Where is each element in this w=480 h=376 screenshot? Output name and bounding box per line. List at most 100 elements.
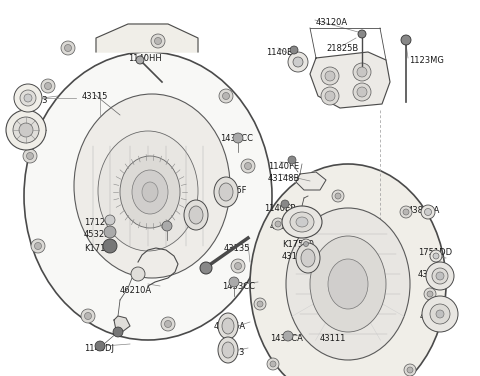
Circle shape: [427, 291, 433, 297]
Ellipse shape: [219, 183, 233, 201]
Text: 1140DJ: 1140DJ: [84, 344, 114, 353]
Circle shape: [301, 239, 311, 249]
Circle shape: [436, 272, 444, 280]
Text: 43135: 43135: [224, 244, 251, 253]
Circle shape: [325, 91, 335, 101]
Ellipse shape: [250, 164, 446, 376]
Text: 43119: 43119: [420, 312, 446, 321]
Circle shape: [103, 239, 117, 253]
Circle shape: [161, 317, 175, 331]
Text: 43135A: 43135A: [176, 208, 208, 217]
Circle shape: [136, 56, 144, 64]
Ellipse shape: [120, 156, 180, 228]
Circle shape: [231, 259, 245, 273]
Circle shape: [233, 133, 243, 143]
Text: 45323B: 45323B: [84, 230, 116, 239]
Text: 1123MG: 1123MG: [409, 56, 444, 65]
Circle shape: [400, 206, 412, 218]
Text: 43121: 43121: [418, 270, 444, 279]
Circle shape: [335, 193, 341, 199]
Circle shape: [113, 327, 123, 337]
Ellipse shape: [286, 208, 410, 360]
Circle shape: [61, 41, 75, 55]
Text: 1433CG: 1433CG: [148, 224, 181, 233]
Circle shape: [421, 205, 435, 219]
Ellipse shape: [301, 249, 315, 267]
Circle shape: [321, 67, 339, 85]
Circle shape: [275, 221, 281, 227]
Text: 45235A: 45235A: [214, 322, 246, 331]
Circle shape: [105, 215, 115, 225]
Circle shape: [104, 226, 116, 238]
Ellipse shape: [222, 342, 234, 358]
Circle shape: [35, 243, 41, 250]
Text: 43134A: 43134A: [6, 128, 38, 137]
Text: 43115: 43115: [82, 92, 108, 101]
Ellipse shape: [296, 243, 320, 273]
Circle shape: [162, 221, 172, 231]
Circle shape: [244, 162, 252, 170]
Circle shape: [433, 253, 439, 259]
Circle shape: [424, 288, 436, 300]
Text: 43136F: 43136F: [216, 186, 248, 195]
Circle shape: [241, 159, 255, 173]
Circle shape: [6, 110, 46, 150]
Ellipse shape: [24, 52, 272, 340]
Circle shape: [293, 57, 303, 67]
Circle shape: [272, 218, 284, 230]
Text: 1433CC: 1433CC: [220, 134, 253, 143]
Ellipse shape: [98, 131, 198, 251]
Ellipse shape: [189, 206, 203, 224]
Circle shape: [407, 367, 413, 373]
Text: 46210A: 46210A: [120, 286, 152, 295]
Circle shape: [426, 262, 454, 290]
Circle shape: [229, 277, 239, 287]
Circle shape: [432, 268, 448, 284]
Circle shape: [321, 87, 339, 105]
Circle shape: [235, 262, 241, 270]
Circle shape: [84, 312, 92, 320]
Circle shape: [358, 30, 366, 38]
Ellipse shape: [282, 206, 322, 238]
Circle shape: [20, 90, 36, 106]
Ellipse shape: [74, 94, 230, 278]
Text: 43148B: 43148B: [268, 174, 300, 183]
Circle shape: [430, 304, 450, 324]
Circle shape: [436, 310, 444, 318]
Ellipse shape: [218, 337, 238, 363]
Ellipse shape: [310, 236, 386, 332]
Text: 1433CA: 1433CA: [270, 334, 303, 343]
Text: 1140EJ: 1140EJ: [266, 48, 295, 57]
Circle shape: [404, 364, 416, 376]
Circle shape: [290, 46, 298, 54]
Circle shape: [151, 34, 165, 48]
Circle shape: [41, 79, 55, 93]
Ellipse shape: [142, 182, 158, 202]
Text: 21513: 21513: [218, 348, 244, 357]
Circle shape: [281, 200, 289, 208]
Circle shape: [401, 35, 411, 45]
Circle shape: [165, 320, 171, 327]
Circle shape: [270, 361, 276, 367]
Text: 43120A: 43120A: [316, 18, 348, 27]
Circle shape: [14, 84, 42, 112]
Circle shape: [31, 239, 45, 253]
Polygon shape: [310, 52, 390, 108]
Text: 1751DD: 1751DD: [418, 248, 452, 257]
Circle shape: [403, 209, 409, 215]
Ellipse shape: [328, 259, 368, 309]
Circle shape: [357, 87, 367, 97]
Circle shape: [23, 149, 37, 163]
Circle shape: [219, 89, 233, 103]
Ellipse shape: [290, 212, 314, 232]
Polygon shape: [114, 316, 130, 332]
Circle shape: [13, 117, 39, 143]
Circle shape: [26, 153, 34, 159]
Circle shape: [430, 250, 442, 262]
Ellipse shape: [214, 177, 238, 207]
Ellipse shape: [218, 313, 238, 339]
Circle shape: [200, 262, 212, 274]
Text: 1433CC: 1433CC: [222, 282, 255, 291]
Circle shape: [283, 331, 293, 341]
Ellipse shape: [184, 200, 208, 230]
